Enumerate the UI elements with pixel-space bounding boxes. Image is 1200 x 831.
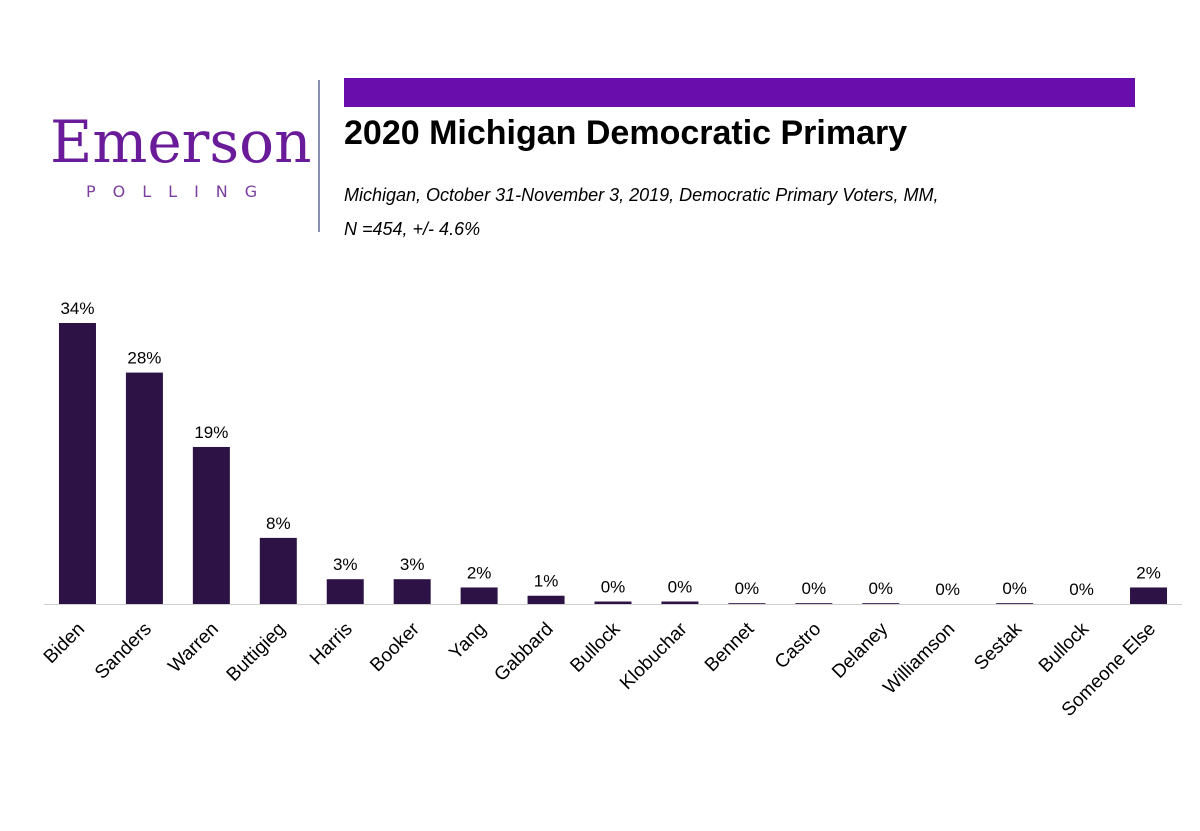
bar-harris <box>326 579 364 604</box>
data-label: 1% <box>534 572 559 591</box>
data-label: 0% <box>735 579 760 598</box>
bar-klobuchar <box>661 601 699 604</box>
x-tick-label: Buttigieg <box>223 619 290 686</box>
emerson-logo-word: Emerson <box>50 108 312 176</box>
data-label: 0% <box>668 578 693 597</box>
x-tick-label: Yang <box>445 619 490 664</box>
bar-warren <box>192 446 230 604</box>
header-divider <box>318 80 320 232</box>
bar-sestak <box>996 603 1034 604</box>
data-label: 0% <box>802 579 827 598</box>
subtitle-line-1: Michigan, October 31-November 3, 2019, D… <box>344 185 939 205</box>
bar-someone-else <box>1130 587 1168 604</box>
x-tick-label: Biden <box>40 619 89 668</box>
chart-subtitle: Michigan, October 31-November 3, 2019, D… <box>344 178 1144 246</box>
data-label: 0% <box>1069 580 1094 599</box>
data-label: 19% <box>194 423 228 442</box>
x-tick-label: Castro <box>771 619 825 673</box>
emerson-logo-subtitle: POLLING <box>86 182 275 201</box>
data-label: 0% <box>935 580 960 599</box>
bar-booker <box>393 579 431 604</box>
data-label: 3% <box>400 555 425 574</box>
x-tick-label: Bennet <box>701 618 759 676</box>
bar-buttigieg <box>259 537 297 604</box>
x-tick-label: Delaney <box>828 618 892 682</box>
data-label: 2% <box>467 563 492 582</box>
bar-bennet <box>728 603 766 604</box>
x-tick-label: Klobuchar <box>616 618 692 694</box>
x-tick-label: Warren <box>164 619 222 677</box>
data-label: 8% <box>266 514 291 533</box>
bar-gabbard <box>527 595 565 604</box>
data-label: 3% <box>333 555 358 574</box>
x-tick-label: Sestak <box>970 618 1026 674</box>
x-tick-label: Bullock <box>566 618 625 677</box>
bar-sanders <box>125 372 163 604</box>
data-label: 28% <box>127 349 161 368</box>
data-label: 2% <box>1136 563 1161 582</box>
bar-castro <box>795 603 833 604</box>
x-tick-label: Williamson <box>879 619 959 699</box>
data-label: 0% <box>868 579 893 598</box>
bar-delaney <box>862 603 900 604</box>
bar-yang <box>460 587 498 604</box>
x-tick-label: Harris <box>306 619 357 670</box>
subtitle-line-2: N =454, +/- 4.6% <box>344 219 481 239</box>
data-label: 34% <box>60 299 94 318</box>
data-label: 0% <box>601 578 626 597</box>
x-tick-label: Bullock <box>1035 618 1094 677</box>
bar-biden <box>58 323 96 604</box>
data-label: 0% <box>1002 579 1027 598</box>
accent-bar <box>344 78 1135 107</box>
bar-bullock <box>594 601 632 604</box>
x-tick-label: Gabbard <box>490 619 557 686</box>
x-tick-label: Booker <box>366 618 424 676</box>
chart-title: 2020 Michigan Democratic Primary <box>344 114 908 152</box>
x-tick-label: Sanders <box>91 619 156 684</box>
